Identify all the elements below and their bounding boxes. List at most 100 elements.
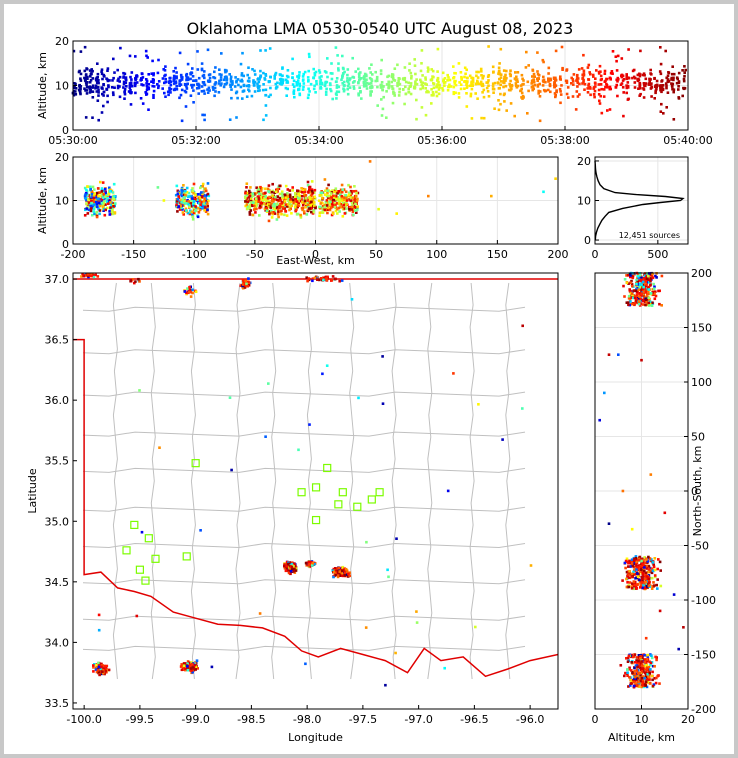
north-south-source <box>629 684 632 687</box>
east-west-source <box>288 189 292 192</box>
time-height-source <box>572 73 576 76</box>
east-west-source <box>286 194 289 198</box>
time-height-source <box>541 58 545 62</box>
time-height-source <box>393 67 397 70</box>
time-height-source <box>593 89 597 93</box>
time-height-source <box>298 92 301 96</box>
north-south-source <box>632 289 635 293</box>
east-west-source <box>338 202 341 206</box>
east-west-source <box>338 210 341 213</box>
lma-station-marker <box>353 502 362 511</box>
time-height-source <box>246 79 250 83</box>
time-height-source <box>203 92 206 95</box>
time-height-source <box>262 118 265 122</box>
time-height-source <box>259 75 262 79</box>
north-south-source <box>626 671 629 674</box>
time-height-source <box>97 91 100 94</box>
time-height-source <box>666 91 670 94</box>
east-west-source <box>183 202 186 205</box>
time-height-source <box>168 76 171 80</box>
plan-view-source <box>246 284 249 288</box>
north-south-source <box>636 678 640 682</box>
time-height-source <box>269 86 272 90</box>
time-height-source <box>253 69 256 73</box>
north-south-source <box>647 274 650 278</box>
time-height-source <box>497 82 500 85</box>
north-south-source <box>648 284 652 287</box>
time-height-source <box>281 74 284 77</box>
plan-view-source <box>386 568 389 572</box>
time-height-source <box>239 62 243 66</box>
north-south-source <box>632 570 635 574</box>
time-height-source <box>616 54 620 58</box>
time-height-source <box>191 67 194 70</box>
time-height-source <box>437 92 441 96</box>
east-west-source <box>201 182 205 186</box>
east-west-source <box>200 195 204 199</box>
time-height-source <box>609 71 613 75</box>
east-west-source <box>338 191 341 195</box>
time-height-source <box>521 94 525 98</box>
east-west-source <box>266 196 270 200</box>
east-west-source <box>395 212 398 215</box>
east-west-source <box>207 199 210 203</box>
north-south-source <box>648 570 651 574</box>
time-height-source <box>502 77 506 81</box>
north-south-source <box>649 279 652 283</box>
north-south-source <box>650 304 654 307</box>
north-south-source <box>652 581 655 584</box>
plan-view-source <box>100 662 103 666</box>
north-south-source <box>652 565 656 569</box>
county-line <box>82 542 526 549</box>
east-west-source <box>175 184 179 188</box>
time-height-source <box>219 76 223 79</box>
time-height-source <box>329 83 332 87</box>
time-height-source <box>509 73 512 77</box>
north-south-source <box>641 654 645 658</box>
plan-view-source <box>338 570 342 573</box>
time-height-source <box>228 73 231 76</box>
time-height-source <box>638 94 641 97</box>
east-west-source <box>198 205 202 209</box>
north-south-source <box>636 674 639 678</box>
east-west-source <box>309 204 312 207</box>
east-west-source <box>352 190 355 193</box>
time-height-source <box>452 76 456 79</box>
time-height-source <box>476 81 479 84</box>
county-line <box>82 579 526 585</box>
time-height-source <box>220 52 223 55</box>
time-height-source <box>482 116 486 120</box>
east-west-source <box>297 202 300 205</box>
east-west-source <box>257 189 261 193</box>
time-height-source <box>638 82 642 85</box>
time-height-source <box>598 99 601 103</box>
time-height-source <box>234 91 238 95</box>
time-height-source <box>436 47 440 51</box>
time-height-source <box>219 78 223 82</box>
time-height-source <box>380 84 384 87</box>
north-south-source <box>646 672 649 676</box>
time-height-source <box>106 100 109 104</box>
time-height-source <box>403 102 406 106</box>
time-height-source <box>157 58 160 62</box>
east-west-source <box>186 202 190 206</box>
plan-view-source <box>246 280 250 284</box>
east-west-source <box>328 207 331 211</box>
east-west-source <box>102 209 105 212</box>
north-south-source <box>651 569 655 572</box>
east-west-source <box>294 205 297 209</box>
east-west-source <box>297 204 300 207</box>
east-west-y-tick-label: 10 <box>55 195 69 208</box>
plan-view-source <box>189 295 193 298</box>
time-height-source <box>385 90 388 93</box>
time-height-source <box>522 79 525 82</box>
east-west-source <box>192 203 195 206</box>
time-height-source <box>427 90 430 94</box>
east-west-source <box>259 194 262 197</box>
time-height-source <box>91 86 95 89</box>
plan-view-source <box>319 277 323 280</box>
north-south-source <box>650 571 654 575</box>
plan-view-source <box>186 668 190 672</box>
east-west-source <box>114 202 117 205</box>
plan-view-source <box>310 560 313 564</box>
